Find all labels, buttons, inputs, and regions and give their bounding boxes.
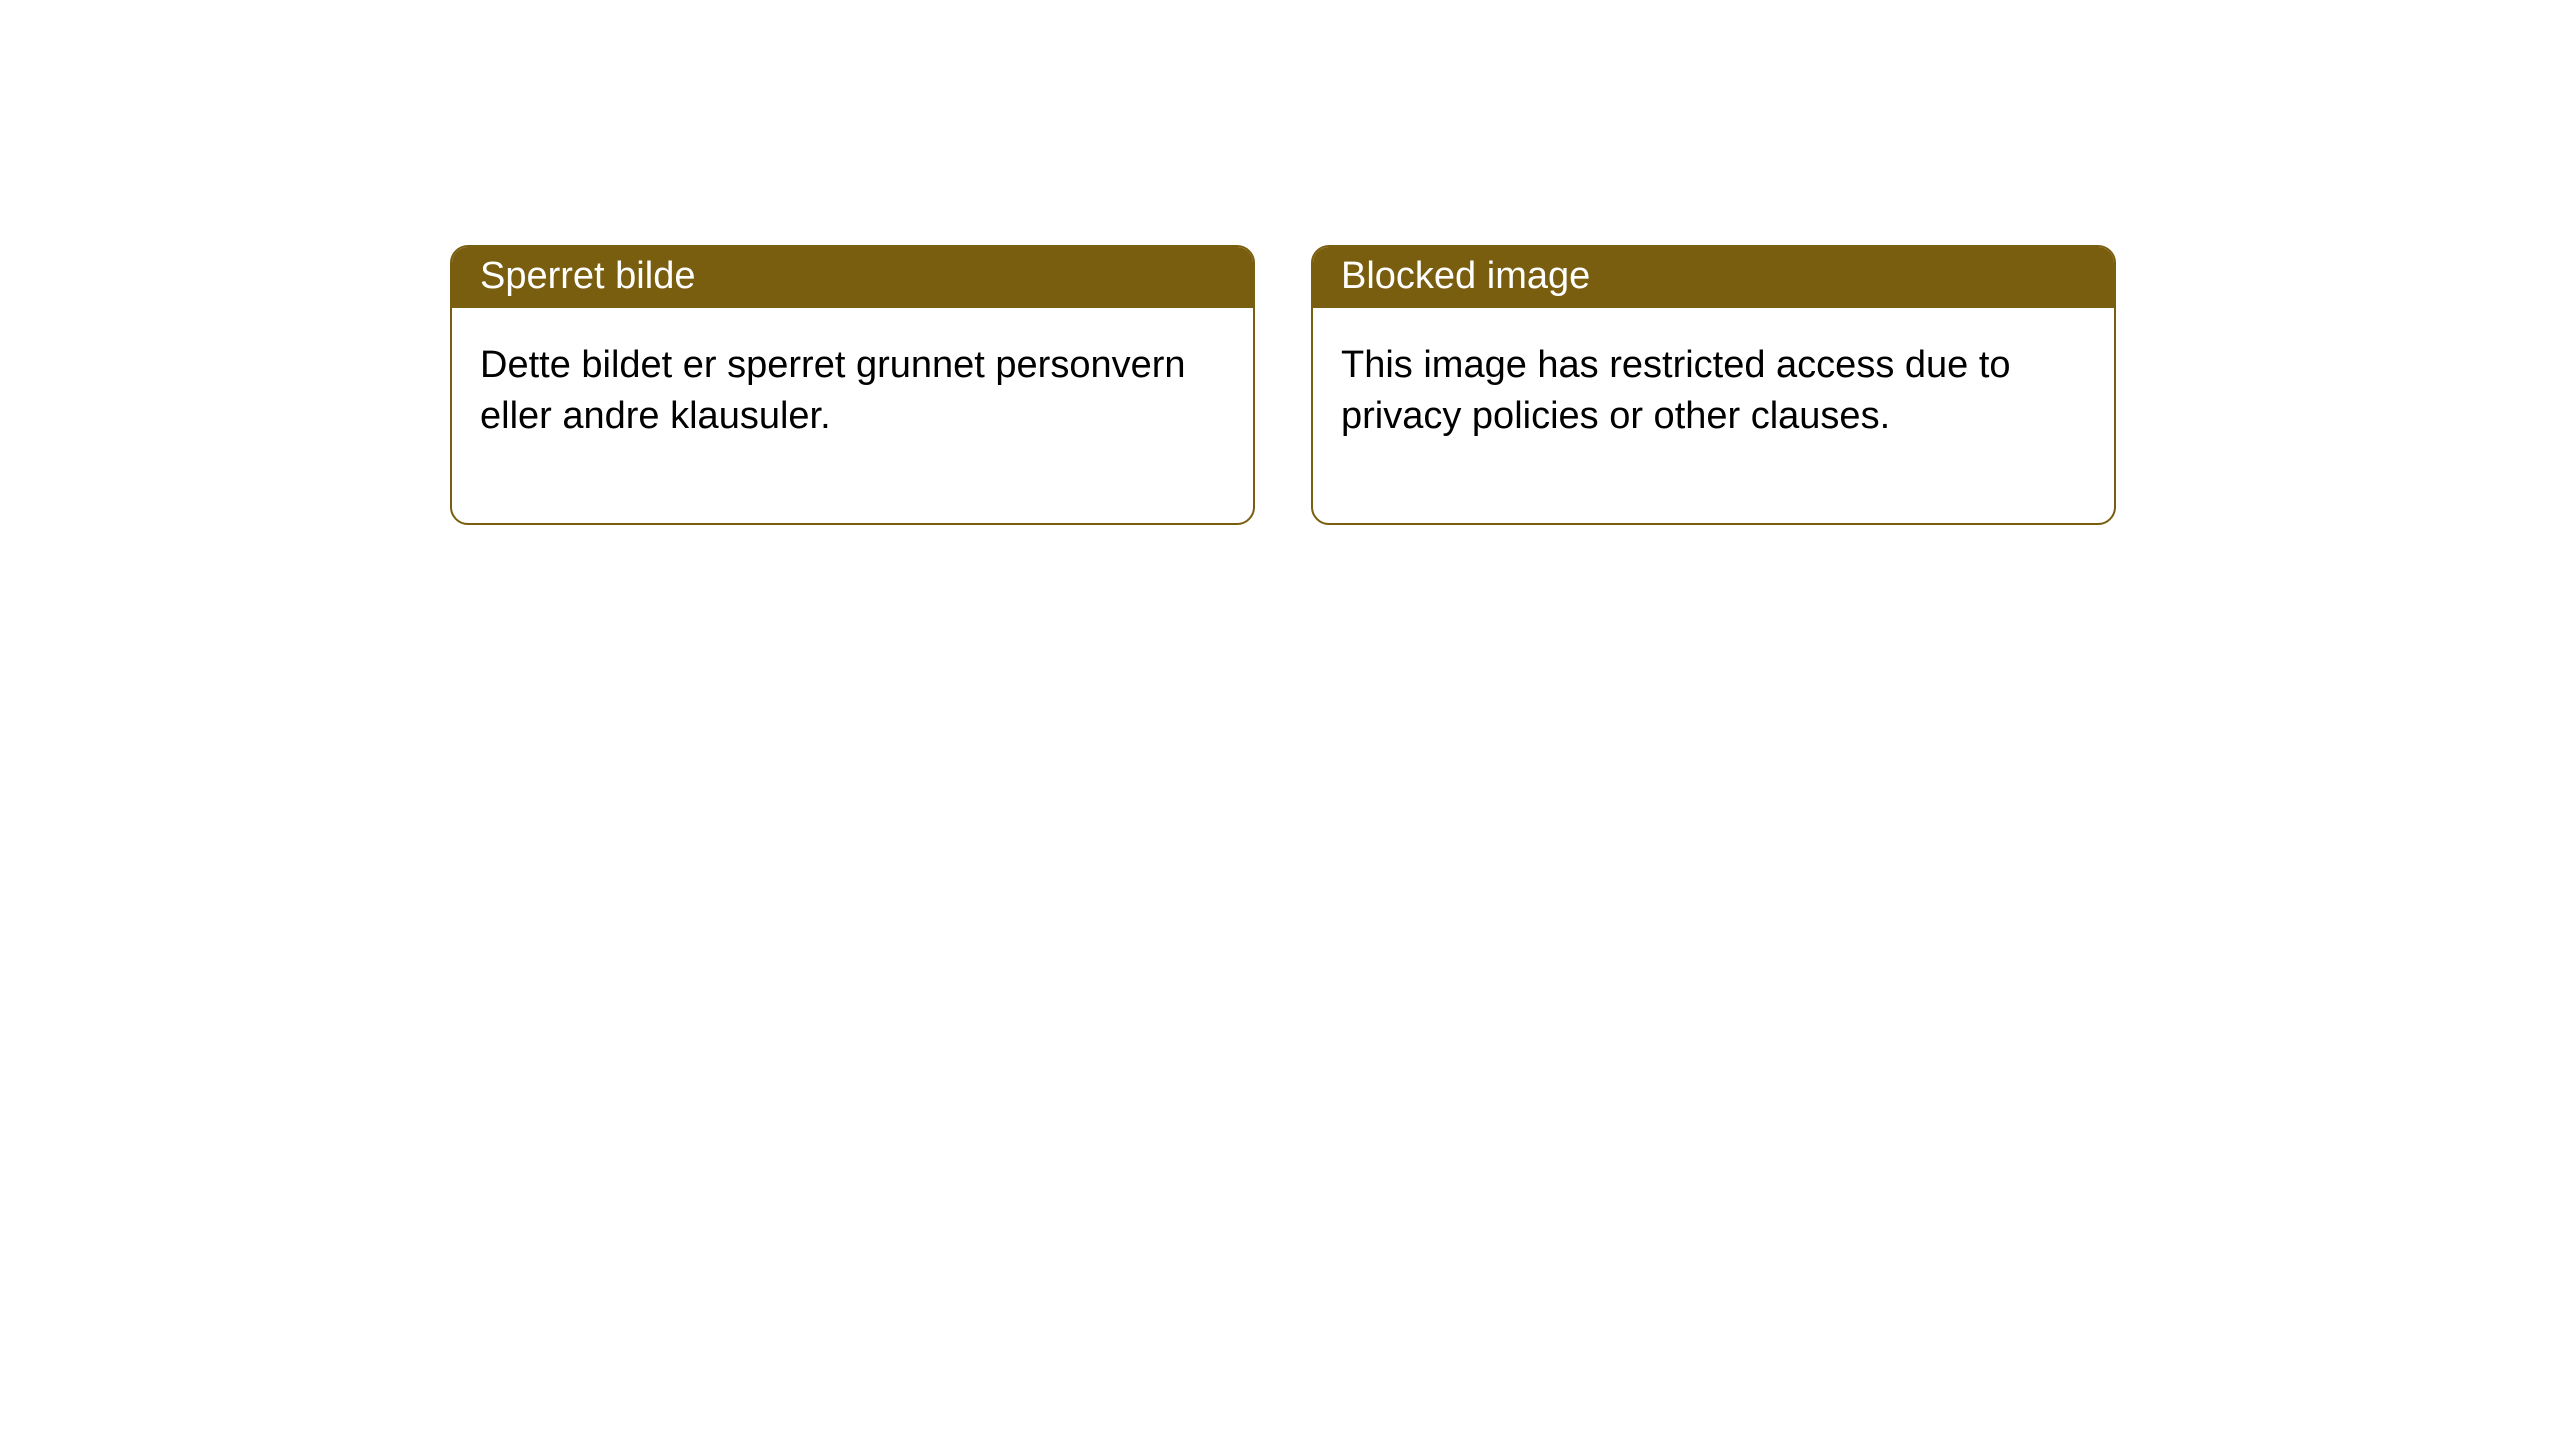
notice-body-text: Dette bildet er sperret grunnet personve… (480, 344, 1186, 437)
notice-card-english: Blocked image This image has restricted … (1311, 245, 2116, 525)
notice-card-norwegian: Sperret bilde Dette bildet er sperret gr… (450, 245, 1255, 525)
notice-body-text: This image has restricted access due to … (1341, 344, 2011, 437)
notice-title: Sperret bilde (480, 255, 695, 297)
notice-container: Sperret bilde Dette bildet er sperret gr… (0, 0, 2560, 525)
notice-header: Blocked image (1313, 247, 2114, 308)
notice-header: Sperret bilde (452, 247, 1253, 308)
notice-title: Blocked image (1341, 255, 1590, 297)
notice-body: Dette bildet er sperret grunnet personve… (452, 308, 1253, 523)
notice-body: This image has restricted access due to … (1313, 308, 2114, 523)
